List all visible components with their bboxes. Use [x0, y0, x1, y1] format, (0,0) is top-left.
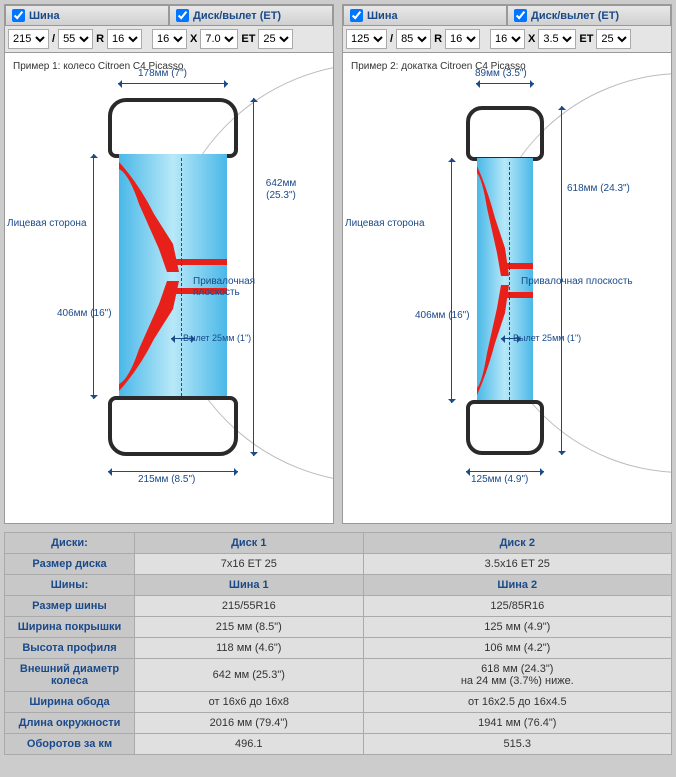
- disk-et-select-1[interactable]: 25: [258, 29, 293, 49]
- table-row: Длина окружности 2016 мм (79.4") 1941 мм…: [5, 713, 672, 734]
- dim-outer-1: 642мм (25.3"): [259, 178, 303, 202]
- selectors-2: 125 / 85 R 16 16 X 3.5 ET 25: [343, 26, 671, 53]
- table-row: Размер шины 215/55R16 125/85R16: [5, 596, 672, 617]
- dim-top-1: 178мм (7"): [138, 68, 187, 80]
- face-side-1: Лицевая сторона: [7, 218, 87, 229]
- disk-et-select-2[interactable]: 25: [596, 29, 631, 49]
- disk-checkbox-2[interactable]: [514, 9, 527, 22]
- dim-offset-2: Вылет 25мм (1"): [513, 333, 581, 343]
- tire-checkbox-1[interactable]: [12, 9, 25, 22]
- table-row: Размер диска 7x16 ET 25 3.5x16 ET 25: [5, 554, 672, 575]
- tire-rim-select-2[interactable]: 16: [445, 29, 480, 49]
- hdr-tires: Шины:: [5, 575, 135, 596]
- table-row: Ширина покрышки 215 мм (8.5") 125 мм (4.…: [5, 617, 672, 638]
- disk-label-2: Диск/вылет (ET): [531, 10, 619, 22]
- tire-rim-select-1[interactable]: 16: [107, 29, 142, 49]
- table-row: Ширина обода от 16x6 до 16x8 от 16x2.5 д…: [5, 692, 672, 713]
- wheel-2: 89мм (3.5") 618мм (24.3") 406мм (16") Ли…: [401, 78, 641, 498]
- diagram-1: Пример 1: колесо Citroen C4 Picasso 178м…: [5, 53, 333, 523]
- disk-header-1: Диск/вылет (ET): [169, 5, 333, 26]
- tire-label-2: Шина: [367, 10, 398, 22]
- table-row: Оборотов за км 496.1 515.3: [5, 734, 672, 755]
- hdr-d2: Диск 2: [363, 533, 671, 554]
- table-header-disks: Диски: Диск 1 Диск 2: [5, 533, 672, 554]
- disk-diam-select-2[interactable]: 16: [490, 29, 525, 49]
- disk-label: Диск/вылет (ET): [193, 10, 281, 22]
- hdr-disks: Диски:: [5, 533, 135, 554]
- dim-rim-1: 406мм (16"): [57, 308, 112, 320]
- tire-checkbox-2[interactable]: [350, 9, 363, 22]
- dim-offset-1: Вылет 25мм (1"): [183, 333, 251, 343]
- dim-outer-2: 618мм (24.3"): [567, 183, 630, 195]
- disk-width-select-1[interactable]: 7.0: [200, 29, 238, 49]
- panel-1: Шина Диск/вылет (ET) 215 / 55 R 16 16 X …: [4, 4, 334, 524]
- disk-checkbox-1[interactable]: [176, 9, 189, 22]
- panel-2: Шина Диск/вылет (ET) 125 / 85 R 16 16 X …: [342, 4, 672, 524]
- tire-width-select-1[interactable]: 215: [8, 29, 49, 49]
- table-row: Внешний диаметр колеса 642 мм (25.3") 61…: [5, 659, 672, 692]
- hdr-t1: Шина 1: [135, 575, 364, 596]
- face-side-2: Лицевая сторона: [345, 218, 425, 229]
- table-row: Высота профиля 118 мм (4.6") 106 мм (4.2…: [5, 638, 672, 659]
- tire-header-2: Шина: [343, 5, 507, 26]
- cell-v1: 7x16 ET 25: [135, 554, 364, 575]
- dim-bottom-1: 215мм (8.5"): [138, 474, 195, 486]
- selectors-1: 215 / 55 R 16 16 X 7.0 ET 25: [5, 26, 333, 53]
- tire-aspect-select-1[interactable]: 55: [58, 29, 93, 49]
- hdr-d1: Диск 1: [135, 533, 364, 554]
- tire-header-1: Шина: [5, 5, 169, 26]
- tire-width-select-2[interactable]: 125: [346, 29, 387, 49]
- disk-diam-select-1[interactable]: 16: [152, 29, 187, 49]
- dim-bottom-2: 125мм (4.9"): [471, 474, 528, 486]
- wheel-1: 178мм (7") 642мм (25.3") 406мм (16"): [63, 78, 303, 498]
- mount-plane-2: Привалочная плоскость: [521, 276, 633, 287]
- disk-width-select-2[interactable]: 3.5: [538, 29, 576, 49]
- hdr-t2: Шина 2: [363, 575, 671, 596]
- table-header-tires: Шины: Шина 1 Шина 2: [5, 575, 672, 596]
- cell-v2: 3.5x16 ET 25: [363, 554, 671, 575]
- panel-2-headers: Шина Диск/вылет (ET): [343, 5, 671, 26]
- results-table: Диски: Диск 1 Диск 2 Размер диска 7x16 E…: [4, 532, 672, 755]
- row-label: Размер диска: [5, 554, 135, 575]
- dim-top-2: 89мм (3.5"): [475, 68, 527, 80]
- disk-header-2: Диск/вылет (ET): [507, 5, 671, 26]
- mount-plane-1: Привалочная плоскость: [193, 276, 303, 298]
- dim-rim-2: 406мм (16"): [415, 310, 470, 322]
- panels-container: Шина Диск/вылет (ET) 215 / 55 R 16 16 X …: [0, 0, 676, 528]
- tire-aspect-select-2[interactable]: 85: [396, 29, 431, 49]
- diagram-2: Пример 2: докатка Citroen C4 Picasso 89м…: [343, 53, 671, 523]
- panel-1-headers: Шина Диск/вылет (ET): [5, 5, 333, 26]
- tire-label: Шина: [29, 10, 60, 22]
